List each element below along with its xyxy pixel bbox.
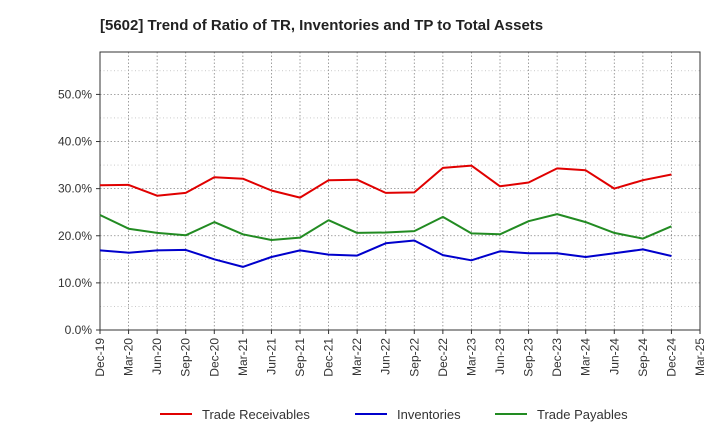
- series-lines: [99, 164, 672, 268]
- legend-label: Trade Receivables: [202, 407, 310, 422]
- series-line-trade-receivables: [99, 164, 672, 199]
- x-tick-label: Mar-21: [236, 338, 250, 376]
- y-axis: 0.0% 10.0% 20.0% 30.0% 40.0% 50.0%: [58, 87, 100, 337]
- x-tick-label: Dec-22: [436, 338, 450, 377]
- x-tick-label: Dec-20: [207, 338, 221, 377]
- x-tick-label: Dec-24: [664, 338, 678, 377]
- x-tick-label: Jun-22: [379, 338, 393, 375]
- x-tick-label: Jun-23: [493, 338, 507, 375]
- chart-title: [5602] Trend of Ratio of TR, Inventories…: [100, 17, 543, 34]
- plot-area: [99, 51, 701, 331]
- x-tick-label: Mar-25: [693, 338, 707, 376]
- series-line-inventories: [99, 239, 672, 268]
- y-tick-label: 0.0%: [65, 323, 93, 337]
- x-tick-label: Sep-23: [522, 338, 536, 377]
- x-tick-label: Sep-20: [179, 338, 193, 377]
- x-tick-label: Mar-24: [579, 338, 593, 376]
- x-axis: Dec-19 Mar-20 Jun-20 Sep-20 Dec-20 Mar-21 Jun-…: [93, 330, 707, 377]
- x-tick-label: Sep-22: [407, 338, 421, 377]
- x-tick-label: Jun-24: [607, 338, 621, 375]
- x-tick-label: Mar-20: [122, 338, 136, 376]
- legend: Trade Receivables Inventories Trade Payabl…: [160, 407, 628, 422]
- x-tick-label: Jun-21: [264, 338, 278, 375]
- series-line-trade-payables: [99, 213, 672, 241]
- x-tick-label: Dec-23: [550, 338, 564, 377]
- y-tick-label: 30.0%: [58, 182, 92, 196]
- legend-label: Trade Payables: [537, 407, 628, 422]
- x-tick-label: Mar-22: [350, 338, 364, 376]
- x-tick-label: Jun-20: [150, 338, 164, 375]
- grid-lines: [100, 52, 700, 330]
- x-tick-label: Dec-19: [93, 338, 107, 377]
- legend-label: Inventories: [397, 407, 461, 422]
- x-tick-label: Sep-21: [293, 338, 307, 377]
- y-tick-label: 20.0%: [58, 229, 92, 243]
- x-tick-label: Dec-21: [322, 338, 336, 377]
- y-tick-label: 50.0%: [58, 87, 92, 101]
- y-tick-label: 10.0%: [58, 276, 92, 290]
- y-tick-label: 40.0%: [58, 135, 92, 149]
- x-tick-label: Sep-24: [636, 338, 650, 377]
- x-tick-label: Mar-23: [464, 338, 478, 376]
